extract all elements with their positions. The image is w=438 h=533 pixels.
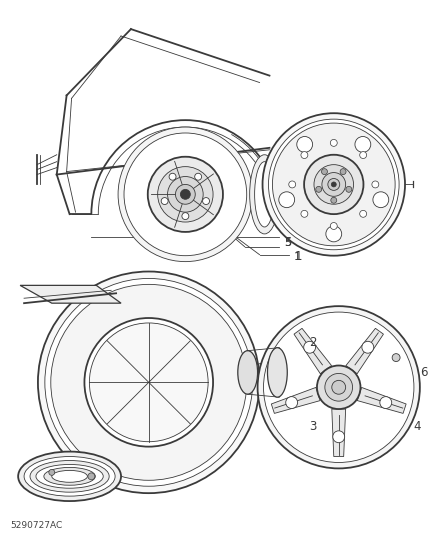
Ellipse shape	[383, 423, 393, 431]
Circle shape	[85, 318, 213, 447]
Text: 5: 5	[284, 238, 291, 248]
Text: 6: 6	[420, 366, 427, 379]
Polygon shape	[20, 285, 121, 303]
Circle shape	[118, 127, 253, 262]
Circle shape	[301, 151, 308, 158]
Circle shape	[321, 168, 328, 175]
Circle shape	[325, 374, 353, 401]
Circle shape	[51, 285, 247, 480]
Circle shape	[330, 140, 337, 147]
Ellipse shape	[250, 155, 279, 234]
Circle shape	[328, 179, 340, 190]
Circle shape	[322, 173, 346, 196]
Circle shape	[346, 187, 352, 192]
Circle shape	[161, 198, 168, 205]
Ellipse shape	[389, 370, 403, 381]
Circle shape	[38, 271, 260, 493]
Circle shape	[176, 184, 195, 204]
Polygon shape	[346, 328, 383, 374]
Circle shape	[362, 341, 374, 353]
Circle shape	[340, 168, 346, 175]
Circle shape	[272, 123, 395, 246]
Polygon shape	[332, 409, 346, 457]
Polygon shape	[271, 387, 320, 414]
Circle shape	[264, 312, 414, 463]
Circle shape	[279, 192, 295, 208]
Ellipse shape	[44, 467, 95, 485]
Circle shape	[373, 192, 389, 208]
Ellipse shape	[24, 457, 115, 496]
Circle shape	[380, 397, 392, 408]
Circle shape	[304, 341, 316, 353]
Text: 5290727AC: 5290727AC	[10, 521, 63, 530]
Polygon shape	[294, 328, 332, 374]
Circle shape	[89, 323, 208, 442]
Circle shape	[392, 353, 400, 361]
Circle shape	[158, 167, 213, 222]
Circle shape	[331, 197, 337, 203]
Circle shape	[286, 397, 297, 408]
Text: 4: 4	[413, 421, 420, 433]
Circle shape	[182, 213, 189, 220]
Circle shape	[194, 173, 201, 180]
Circle shape	[148, 157, 223, 232]
Circle shape	[330, 223, 337, 230]
Text: 1: 1	[294, 252, 301, 262]
Circle shape	[45, 278, 253, 486]
Circle shape	[168, 176, 203, 212]
Text: 1: 1	[294, 250, 302, 263]
Circle shape	[203, 198, 209, 205]
Ellipse shape	[290, 441, 300, 449]
Ellipse shape	[52, 471, 88, 482]
Ellipse shape	[18, 451, 121, 501]
Circle shape	[326, 226, 342, 242]
Text: 3: 3	[309, 421, 316, 433]
Circle shape	[316, 187, 321, 192]
Ellipse shape	[254, 161, 275, 227]
Circle shape	[317, 366, 360, 409]
Circle shape	[289, 181, 296, 188]
Circle shape	[332, 381, 346, 394]
Circle shape	[262, 113, 405, 256]
Circle shape	[49, 470, 55, 475]
Circle shape	[180, 189, 190, 199]
Text: 5: 5	[284, 236, 292, 249]
Circle shape	[124, 133, 247, 256]
Circle shape	[88, 473, 95, 480]
Circle shape	[297, 136, 313, 152]
Circle shape	[169, 173, 176, 180]
Circle shape	[268, 119, 399, 250]
Circle shape	[331, 182, 336, 187]
Ellipse shape	[36, 464, 103, 488]
Circle shape	[258, 306, 420, 469]
Ellipse shape	[30, 461, 109, 492]
Circle shape	[301, 211, 308, 217]
Circle shape	[360, 211, 367, 217]
Polygon shape	[357, 387, 406, 414]
Circle shape	[360, 151, 367, 158]
Circle shape	[372, 181, 379, 188]
Circle shape	[314, 165, 353, 204]
Ellipse shape	[238, 351, 258, 394]
Ellipse shape	[268, 348, 287, 397]
Circle shape	[355, 136, 371, 152]
Circle shape	[304, 155, 364, 214]
Text: 2: 2	[309, 336, 317, 349]
Circle shape	[333, 431, 345, 443]
